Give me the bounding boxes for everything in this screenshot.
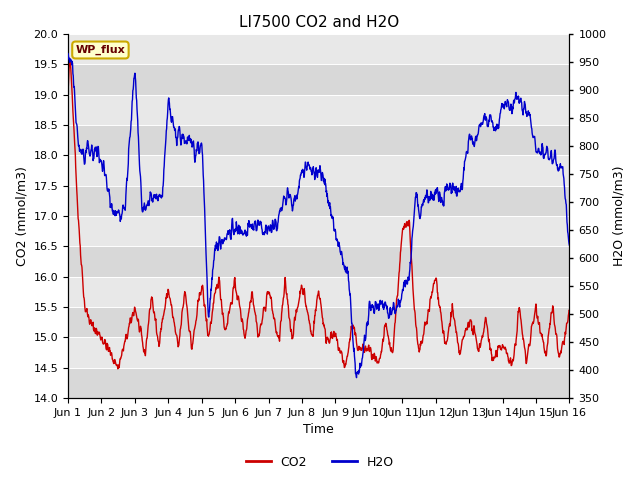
Bar	[68, 34, 570, 64]
Bar	[68, 125, 570, 155]
X-axis label: Time: Time	[303, 423, 334, 436]
Bar	[68, 155, 570, 186]
Bar	[68, 337, 570, 368]
Y-axis label: H2O (mmol/m3): H2O (mmol/m3)	[612, 166, 625, 266]
Bar	[68, 307, 570, 337]
Bar	[68, 216, 570, 246]
Bar	[68, 368, 570, 398]
Bar	[68, 186, 570, 216]
Title: LI7500 CO2 and H2O: LI7500 CO2 and H2O	[239, 15, 399, 30]
Bar	[68, 276, 570, 307]
Text: WP_flux: WP_flux	[76, 45, 125, 55]
Bar	[68, 246, 570, 276]
Y-axis label: CO2 (mmol/m3): CO2 (mmol/m3)	[15, 166, 28, 266]
Bar	[68, 95, 570, 125]
Legend: CO2, H2O: CO2, H2O	[241, 451, 399, 474]
Bar	[68, 64, 570, 95]
